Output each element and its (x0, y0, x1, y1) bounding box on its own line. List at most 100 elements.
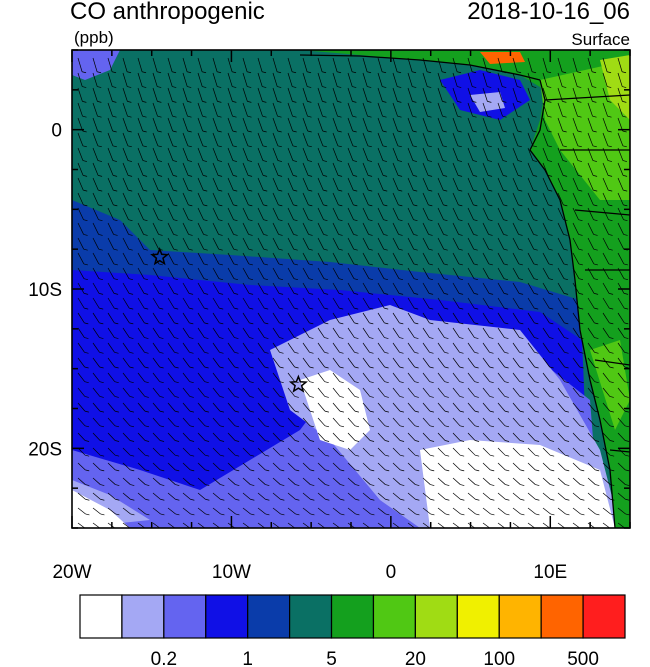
wind-barb (242, 162, 249, 176)
wind-barb-flag (579, 425, 585, 428)
wind-barb (182, 132, 189, 146)
wind-barb-flag (607, 160, 613, 162)
wind-barb-flag (202, 160, 208, 162)
wind-barb (527, 162, 534, 176)
wind-barb (227, 372, 235, 382)
colorbar-box (540, 594, 584, 639)
wind-barb (92, 237, 100, 250)
wind-barb (377, 462, 386, 471)
wind-barb (287, 177, 294, 191)
wind-barb (257, 372, 265, 382)
wind-barb-flag (265, 513, 270, 516)
wind-barb-flag (279, 337, 284, 339)
wind-barb (467, 162, 474, 176)
wind-barb-flag (460, 513, 465, 516)
wind-barb-flag (187, 101, 192, 103)
wind-barb-flag (427, 175, 433, 177)
wind-barb (137, 402, 146, 412)
wind-barb-flag (474, 410, 479, 413)
wind-barb (527, 87, 533, 102)
wind-barb (122, 177, 129, 191)
wind-barb (452, 282, 460, 294)
wind-barb-flag (445, 484, 450, 486)
wind-barb (347, 417, 356, 427)
wind-barb (122, 87, 128, 102)
wind-barb (497, 177, 504, 191)
wind-barb-flag (517, 115, 522, 118)
wind-barb-flag (113, 278, 119, 280)
wind-barb-flag (504, 337, 509, 339)
wind-barb (587, 357, 595, 368)
wind-barb (587, 342, 595, 353)
wind-barb-flag (474, 351, 479, 354)
wind-barb (362, 507, 371, 515)
wind-barb (197, 312, 205, 324)
wind-barb (617, 222, 624, 235)
wind-barb (122, 297, 130, 309)
wind-barb-flag (159, 351, 164, 354)
wind-barb-flag (325, 498, 330, 501)
wind-barb (452, 252, 460, 265)
wind-barb-flag (219, 425, 225, 428)
wind-barb-flag (235, 513, 240, 516)
wind-barb-flag (533, 293, 539, 295)
wind-barb (437, 117, 443, 132)
wind-barb (182, 282, 190, 294)
wind-barb-flag (295, 484, 300, 486)
wind-barb (77, 402, 86, 412)
wind-barb-flag (488, 204, 493, 207)
wind-barb-flag (99, 410, 104, 413)
wind-barb-flag (487, 160, 493, 162)
wind-barb (167, 372, 175, 382)
wind-barb (227, 492, 236, 500)
wind-barb-flag (368, 293, 374, 295)
wind-barb (152, 57, 158, 72)
wind-barb-flag (129, 410, 134, 413)
wind-barb (497, 102, 503, 117)
wind-barb (572, 297, 580, 309)
wind-barb-flag (219, 410, 224, 413)
wind-barb (512, 72, 518, 87)
wind-barb (482, 447, 491, 456)
wind-barb (617, 492, 626, 500)
wind-barb (167, 477, 176, 485)
wind-barb (482, 102, 488, 117)
wind-barb-flag (593, 234, 598, 236)
wind-barb-flag (519, 425, 525, 428)
wind-barb-flag (503, 189, 508, 192)
wind-barb (602, 132, 609, 146)
wind-barb-flag (577, 101, 582, 103)
wind-barb (317, 117, 323, 132)
wind-barb (317, 177, 324, 191)
land-moderate-co (540, 60, 630, 200)
wind-barb-flag (85, 498, 90, 501)
wind-barb-flag (248, 204, 253, 207)
wind-barb (557, 102, 563, 117)
wind-barb (497, 132, 504, 146)
wind-barb-flag (249, 322, 254, 325)
wind-barb-flag (577, 86, 582, 88)
wind-barb (482, 402, 491, 412)
wind-barb-flag (459, 337, 464, 339)
wind-barb (542, 357, 550, 368)
wind-barb (557, 447, 566, 456)
wind-barb (77, 132, 84, 146)
wind-barb-flag (205, 513, 210, 516)
wind-barb (107, 162, 114, 176)
wind-barb (377, 387, 386, 397)
wind-barb-flag (607, 175, 613, 177)
wind-barb (392, 417, 401, 427)
wind-barb-flag (279, 366, 284, 369)
wind-barb (242, 207, 249, 220)
wind-barb (617, 57, 623, 72)
wind-barb (122, 312, 130, 324)
wind-barb (107, 372, 115, 382)
wind-barb (167, 252, 175, 265)
wind-barb (272, 117, 278, 132)
wind-barb-flag (99, 396, 104, 398)
wind-barb (512, 312, 520, 324)
wind-barb-flag (608, 293, 614, 295)
wind-barb (572, 132, 579, 146)
wind-barb-flag (625, 484, 630, 486)
